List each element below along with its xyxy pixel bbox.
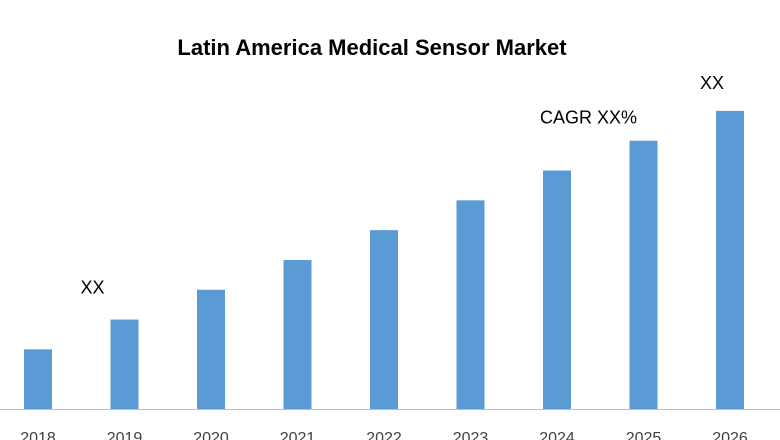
- annotation-label: XX: [700, 73, 724, 93]
- bar-2022: [370, 230, 398, 409]
- x-tick-label: 2023: [453, 430, 489, 440]
- bar-2018: [24, 349, 52, 409]
- bar-2023: [456, 200, 485, 409]
- x-tick-label: 2025: [626, 430, 662, 440]
- bar-2019: [110, 319, 139, 409]
- bar-2025: [629, 140, 658, 409]
- x-tick-label: 2021: [280, 430, 316, 440]
- chart-title: Latin America Medical Sensor Market: [177, 35, 567, 60]
- x-tick-label: 2019: [107, 430, 143, 440]
- annotation-label: CAGR XX%: [540, 108, 637, 128]
- x-tick-label: 2022: [366, 430, 402, 440]
- x-tick-label: 2024: [539, 430, 575, 440]
- bar-2024: [543, 170, 571, 409]
- annotation-label: XX: [80, 278, 104, 298]
- x-tick-label: 2020: [193, 430, 229, 440]
- bar-2021: [283, 259, 312, 409]
- bar-2026: [716, 110, 744, 410]
- x-tick-label: 2026: [712, 430, 748, 440]
- x-tick-label: 2018: [20, 430, 56, 440]
- bar-2020: [197, 289, 225, 409]
